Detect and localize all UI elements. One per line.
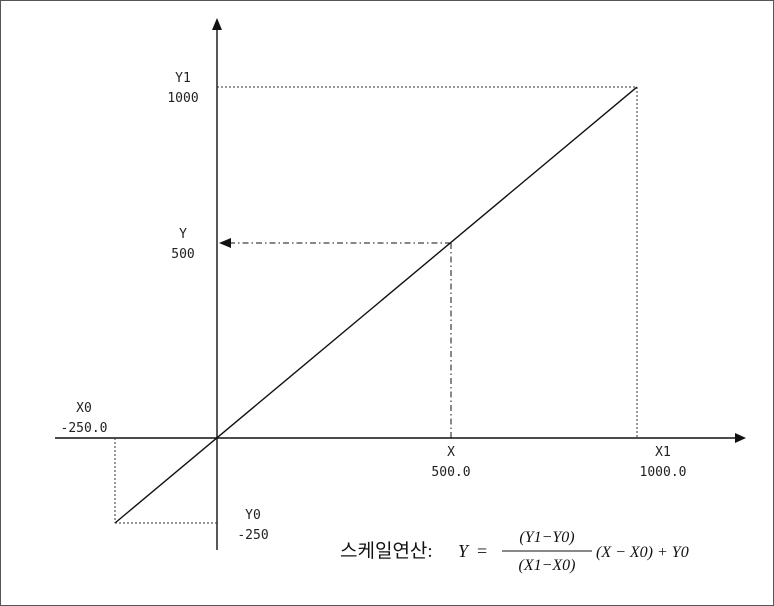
x1-name-label: X1 (655, 445, 671, 460)
formula-prefix: 스케일연산: (340, 540, 433, 562)
formula-equals: = (477, 541, 487, 561)
scaling-formula: 스케일연산: Y = (Y1−Y0) (X1−X0) (X − X0) + Y0 (340, 529, 689, 574)
y1-value-label: 1000 (167, 91, 198, 106)
y-name-label: Y (179, 227, 187, 242)
formula-lhs: Y (458, 541, 470, 561)
formula-tail: (X − X0) + Y0 (596, 544, 689, 561)
y0-name-label: Y0 (245, 508, 261, 523)
y0-value-label: -250 (237, 528, 268, 543)
x0-name-label: X0 (76, 401, 92, 416)
y-axis-arrow-icon (212, 18, 222, 30)
x-name-label: X (447, 445, 455, 460)
formula-denominator: (X1−X0) (519, 557, 576, 574)
y1-name-label: Y1 (175, 71, 191, 86)
y-guide-arrow-icon (219, 238, 231, 248)
scaling-line (114, 86, 638, 524)
formula-numerator: (Y1−Y0) (519, 529, 574, 546)
x0-value-label: -250.0 (61, 421, 108, 436)
y-value-label: 500 (171, 247, 194, 262)
x1-value-label: 1000.0 (640, 465, 687, 480)
x-axis-arrow-icon (735, 433, 746, 443)
x-value-label: 500.0 (431, 465, 470, 480)
